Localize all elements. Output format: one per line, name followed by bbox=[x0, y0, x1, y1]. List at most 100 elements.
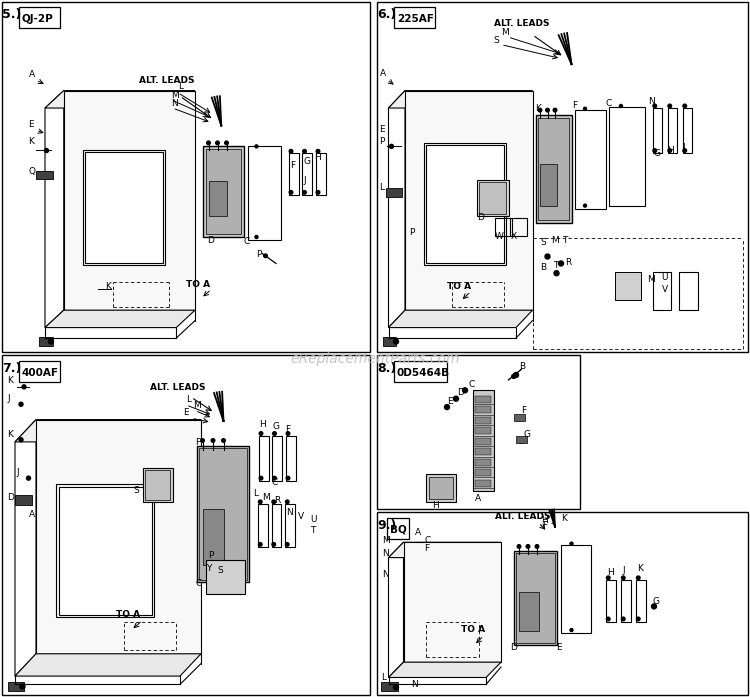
Bar bbox=[142, 468, 172, 502]
Text: D: D bbox=[510, 643, 517, 652]
Bar bbox=[58, 487, 152, 615]
Text: L: L bbox=[381, 673, 386, 682]
Bar bbox=[514, 551, 557, 645]
Text: N: N bbox=[286, 508, 293, 517]
Text: J: J bbox=[16, 468, 20, 477]
Circle shape bbox=[273, 431, 276, 436]
Text: K: K bbox=[8, 376, 14, 385]
Text: D: D bbox=[458, 388, 464, 397]
Text: H: H bbox=[260, 420, 266, 429]
Text: BQ: BQ bbox=[390, 525, 406, 535]
Text: 6.): 6.) bbox=[377, 8, 397, 21]
Text: D: D bbox=[207, 236, 214, 245]
Text: L: L bbox=[178, 82, 184, 91]
Circle shape bbox=[536, 544, 538, 549]
Text: A: A bbox=[380, 69, 386, 78]
Bar bbox=[536, 115, 572, 223]
Bar bbox=[19, 361, 60, 382]
Bar bbox=[202, 146, 244, 237]
Text: G: G bbox=[652, 597, 659, 606]
Circle shape bbox=[584, 107, 586, 110]
Polygon shape bbox=[404, 542, 501, 662]
Text: A: A bbox=[28, 70, 34, 79]
Polygon shape bbox=[45, 310, 195, 328]
Text: G: G bbox=[272, 422, 279, 431]
Circle shape bbox=[225, 141, 228, 145]
Circle shape bbox=[559, 261, 563, 266]
Text: N: N bbox=[382, 549, 389, 558]
Text: eReplacementParts.com: eReplacementParts.com bbox=[290, 352, 460, 366]
Text: E: E bbox=[380, 125, 386, 134]
Polygon shape bbox=[388, 91, 532, 108]
Bar bbox=[475, 406, 491, 413]
Text: E: E bbox=[556, 643, 562, 652]
Text: TO A: TO A bbox=[447, 282, 471, 291]
Polygon shape bbox=[388, 662, 501, 677]
Bar bbox=[36, 171, 52, 179]
Bar bbox=[538, 118, 569, 220]
Bar bbox=[377, 512, 748, 695]
Circle shape bbox=[272, 542, 275, 546]
Bar bbox=[272, 504, 281, 547]
Circle shape bbox=[286, 476, 290, 480]
Bar bbox=[475, 438, 491, 445]
Circle shape bbox=[512, 374, 516, 378]
Bar bbox=[424, 143, 506, 265]
Bar bbox=[39, 337, 53, 346]
Circle shape bbox=[286, 431, 290, 436]
Circle shape bbox=[514, 372, 518, 378]
Text: F: F bbox=[572, 101, 578, 110]
Bar bbox=[574, 110, 606, 209]
Text: A: A bbox=[415, 528, 421, 537]
Bar bbox=[381, 682, 398, 691]
Bar bbox=[394, 7, 435, 28]
Circle shape bbox=[286, 500, 289, 504]
Bar bbox=[429, 477, 453, 499]
Bar bbox=[206, 149, 241, 234]
Circle shape bbox=[570, 629, 573, 631]
Bar bbox=[615, 272, 641, 300]
Text: J: J bbox=[622, 566, 626, 575]
Circle shape bbox=[652, 604, 656, 609]
Text: T: T bbox=[554, 261, 559, 270]
Bar bbox=[519, 592, 538, 631]
Text: H: H bbox=[432, 501, 439, 510]
Bar bbox=[472, 390, 494, 491]
Circle shape bbox=[19, 402, 23, 406]
Text: A: A bbox=[28, 510, 34, 519]
Circle shape bbox=[519, 438, 524, 443]
Text: M: M bbox=[262, 493, 270, 502]
Circle shape bbox=[668, 148, 671, 153]
Circle shape bbox=[517, 415, 521, 421]
Bar bbox=[206, 560, 245, 594]
Text: G: G bbox=[303, 157, 310, 166]
Circle shape bbox=[211, 438, 214, 443]
Text: B: B bbox=[519, 362, 525, 371]
Bar bbox=[636, 580, 646, 622]
Polygon shape bbox=[388, 542, 501, 558]
Bar bbox=[196, 446, 249, 582]
Circle shape bbox=[290, 149, 292, 153]
Text: J: J bbox=[8, 394, 10, 403]
Text: H: H bbox=[608, 568, 614, 577]
Bar bbox=[285, 504, 295, 547]
Bar bbox=[475, 459, 491, 466]
Circle shape bbox=[518, 544, 520, 549]
Bar bbox=[475, 469, 491, 476]
Circle shape bbox=[637, 617, 640, 621]
Text: H: H bbox=[314, 153, 321, 162]
Text: M: M bbox=[171, 91, 178, 100]
Text: D: D bbox=[8, 493, 14, 502]
Bar bbox=[621, 580, 631, 622]
Circle shape bbox=[44, 148, 49, 153]
Bar bbox=[426, 474, 456, 502]
Bar bbox=[510, 218, 526, 236]
Text: G: G bbox=[654, 148, 661, 158]
Polygon shape bbox=[64, 91, 195, 310]
Text: T: T bbox=[310, 526, 316, 535]
Text: F: F bbox=[424, 544, 430, 553]
Bar bbox=[2, 355, 370, 695]
Circle shape bbox=[49, 339, 53, 344]
Text: E: E bbox=[28, 120, 34, 129]
Text: M: M bbox=[382, 536, 390, 545]
